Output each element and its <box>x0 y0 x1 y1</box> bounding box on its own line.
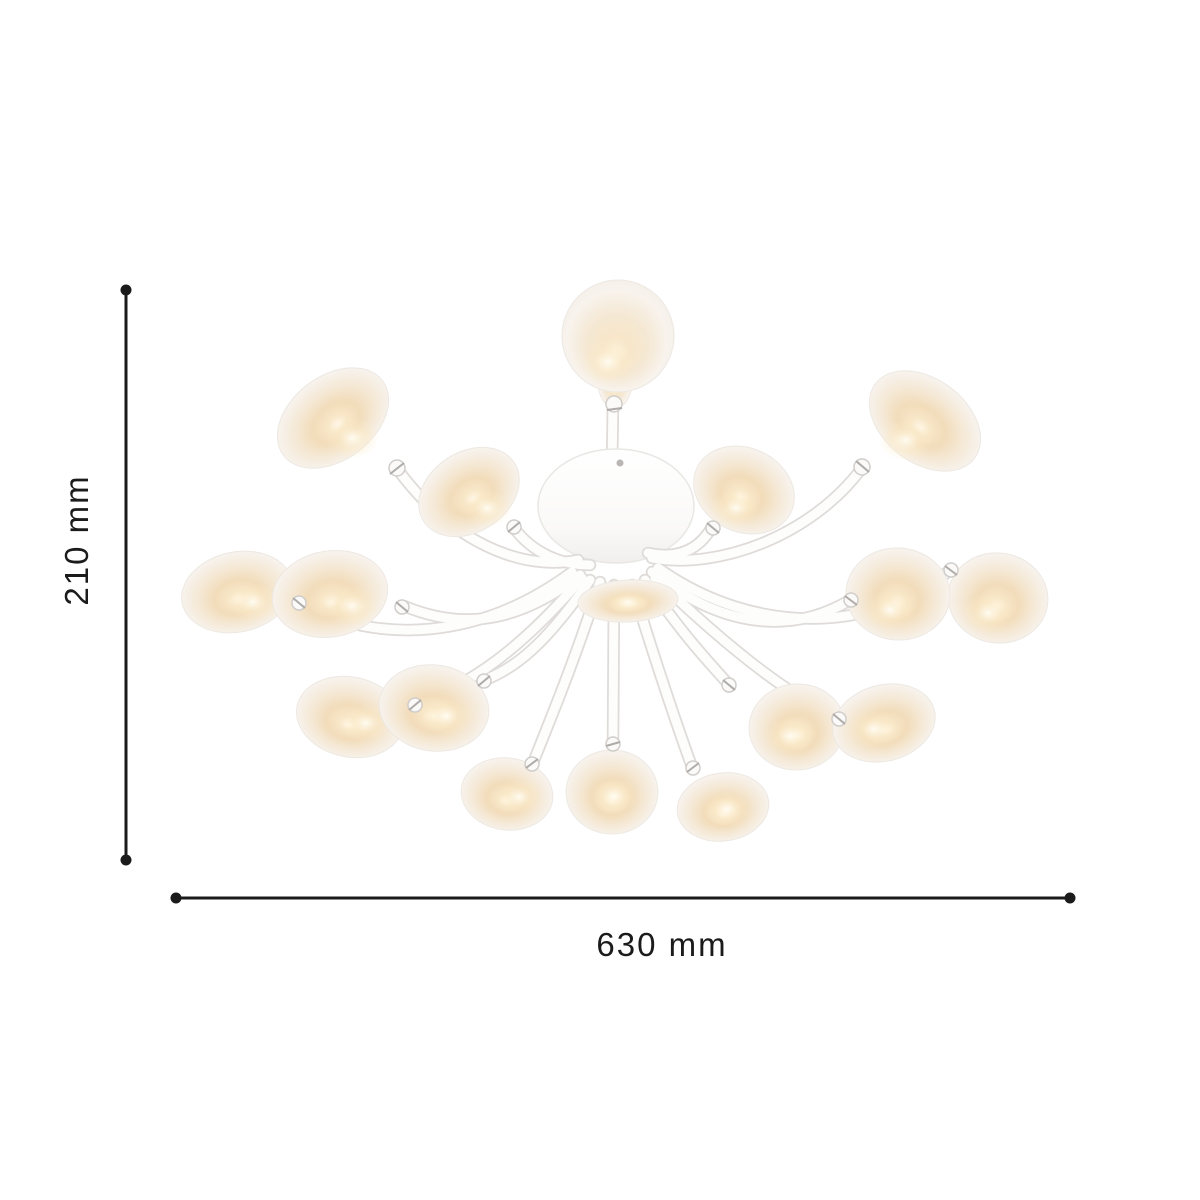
lamp-glow <box>604 590 652 614</box>
lamp-shade <box>276 367 390 469</box>
top-lamp <box>561 279 675 475</box>
lamp-glow <box>704 791 750 827</box>
height-dimension-label: 210 mm <box>58 474 95 605</box>
lamp-glow <box>591 778 637 814</box>
lamp-sockets <box>291 458 959 776</box>
lamp-glow <box>462 489 512 527</box>
height-dimension-top-dot <box>120 284 132 296</box>
lamp-glow <box>341 704 391 742</box>
lamp-glow <box>849 710 899 748</box>
lamp-glow <box>227 582 279 622</box>
lamp-shade <box>868 370 982 472</box>
lamp-glow <box>711 489 761 527</box>
height-dimension: 210 mm <box>58 284 132 866</box>
lamp-glow <box>325 417 379 459</box>
width-dimension-label: 630 mm <box>596 926 727 963</box>
lamp-glow <box>496 779 542 815</box>
lamp-glow <box>582 340 634 384</box>
canopy-screw <box>616 459 624 467</box>
height-dimension-bottom-dot <box>120 854 132 866</box>
lamp-glow <box>879 419 933 461</box>
lamp-shades <box>181 367 1049 842</box>
chandelier-illustration <box>181 279 1049 842</box>
lamp-glow <box>864 590 916 630</box>
width-dimension-left-dot <box>170 892 182 904</box>
lamp-glow <box>766 717 814 755</box>
width-dimension: 630 mm <box>170 892 1076 963</box>
lamp-glow <box>325 585 379 627</box>
center-lamp <box>577 579 679 623</box>
lamp-glow <box>420 696 472 736</box>
ceiling-canopy <box>537 448 695 564</box>
width-dimension-right-dot <box>1064 892 1076 904</box>
lamp-glow <box>963 593 1013 633</box>
